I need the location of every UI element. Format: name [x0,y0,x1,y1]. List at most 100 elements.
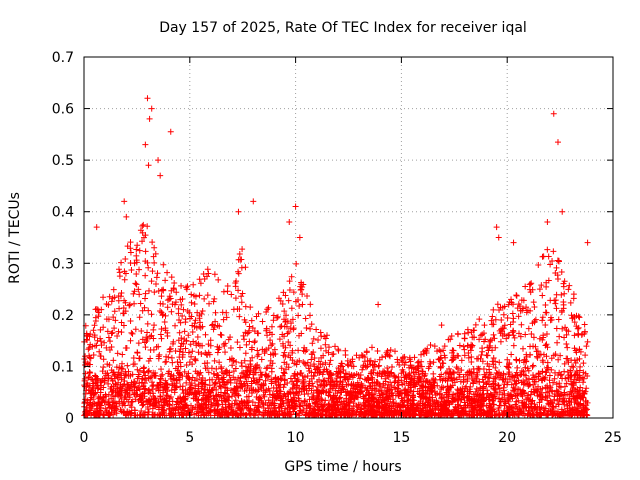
data-point [472,398,479,405]
data-point [220,406,227,413]
data-point [254,388,261,395]
data-point [569,380,576,387]
y-tick-label: 0.2 [52,308,74,324]
data-point [505,364,512,371]
data-point [123,396,130,403]
data-point [157,375,164,382]
data-point [134,375,141,382]
data-point [530,362,537,369]
data-point [447,370,454,377]
data-point [450,356,457,363]
data-point [317,345,324,352]
data-point [282,366,289,373]
data-point [472,388,479,395]
data-point [89,343,96,350]
data-point [490,306,497,313]
data-point [410,364,417,371]
data-point [159,312,166,319]
data-point [467,402,474,409]
data-point [392,374,399,381]
y-tick-label: 0 [65,411,74,427]
data-point [97,338,104,345]
data-point [137,300,144,307]
data-point [184,373,191,380]
data-point [142,258,149,265]
data-point [397,401,404,408]
data-point [101,377,108,384]
data-point [564,407,571,414]
data-point [377,394,384,401]
data-point [104,328,111,335]
data-point [127,301,134,308]
data-point [88,388,95,395]
data-point [505,371,512,378]
data-point [203,405,210,412]
data-point [564,344,571,351]
data-point [108,343,115,350]
data-point [515,386,522,393]
data-point [178,335,185,342]
data-point [141,369,148,376]
data-point [237,412,244,419]
data-point [332,343,339,350]
data-point [121,268,128,275]
y-tick-label: 0.1 [52,359,74,375]
data-point [573,394,580,401]
data-point [120,310,127,317]
data-point [105,391,112,398]
data-point [294,358,301,365]
data-point [134,242,141,249]
data-point [399,366,406,373]
data-point [130,354,137,361]
data-point [553,264,560,271]
data-point [456,342,463,349]
data-point [304,293,311,300]
data-point [561,290,568,297]
data-point [150,335,157,342]
data-point [580,406,587,413]
data-point [367,383,374,390]
data-point [496,359,503,366]
data-point [558,268,565,275]
data-point [523,376,530,383]
data-point [548,399,555,406]
data-point [363,387,370,394]
data-point [549,403,556,410]
data-point [295,347,302,354]
data-point [517,303,524,310]
data-point [100,364,107,371]
data-point [357,389,364,396]
data-point [318,354,325,361]
data-point [165,354,172,361]
data-point [109,329,116,336]
data-point [90,327,97,334]
data-point [461,352,468,359]
data-point [208,322,215,329]
data-point [234,392,241,399]
data-point [526,396,533,403]
data-point [281,316,288,323]
data-point [93,306,100,313]
data-point [388,390,395,397]
data-point [185,332,192,339]
data-point [300,379,307,386]
data-point [313,326,320,333]
data-point [438,322,445,329]
data-point [544,359,551,366]
data-point [189,348,196,355]
data-point [561,360,568,367]
data-point [514,364,521,371]
data-point [316,406,323,413]
data-point [127,249,134,256]
data-point [265,397,272,404]
data-point [402,408,409,415]
data-point [97,379,104,386]
data-point [220,316,227,323]
data-point [496,402,503,409]
data-point [551,393,558,400]
data-point [544,392,551,399]
data-point [135,340,142,347]
data-point [364,377,371,384]
data-point [542,389,549,396]
data-point [374,402,381,409]
